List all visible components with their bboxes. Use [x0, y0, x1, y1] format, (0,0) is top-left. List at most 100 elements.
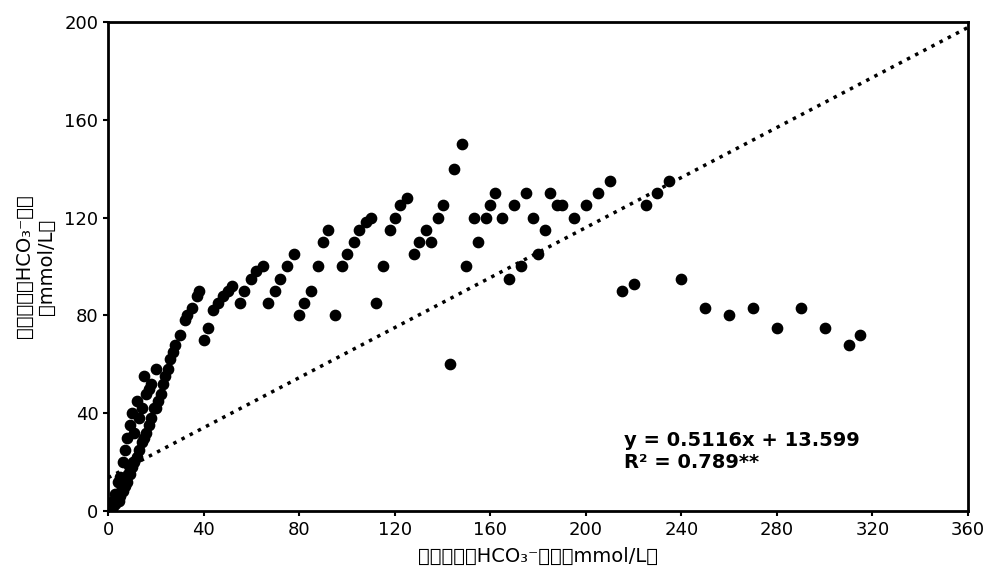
- Point: [661, 176, 677, 185]
- Point: [346, 238, 362, 247]
- Point: [368, 299, 384, 308]
- Point: [119, 433, 135, 442]
- Point: [167, 340, 183, 349]
- Point: [602, 176, 618, 185]
- Point: [105, 501, 121, 511]
- Point: [320, 225, 336, 235]
- Point: [134, 438, 150, 447]
- Point: [260, 299, 276, 308]
- Point: [205, 306, 221, 315]
- Point: [243, 274, 259, 284]
- Point: [518, 188, 534, 198]
- Point: [334, 262, 350, 271]
- Point: [286, 250, 302, 259]
- Point: [184, 303, 200, 313]
- Point: [248, 267, 264, 276]
- Point: [129, 453, 145, 462]
- Point: [279, 262, 295, 271]
- Point: [721, 311, 737, 320]
- Point: [155, 379, 171, 389]
- Point: [793, 303, 809, 313]
- Point: [478, 213, 494, 222]
- Point: [466, 213, 482, 222]
- Point: [138, 428, 154, 437]
- Point: [106, 499, 122, 508]
- Point: [109, 494, 125, 503]
- Point: [406, 250, 422, 259]
- Point: [387, 213, 403, 222]
- Point: [123, 462, 139, 472]
- Point: [697, 303, 713, 313]
- Point: [272, 274, 288, 284]
- Point: [107, 499, 123, 508]
- Point: [303, 286, 319, 296]
- Point: [101, 504, 117, 513]
- Point: [162, 355, 178, 364]
- Point: [418, 225, 434, 235]
- Point: [122, 469, 138, 479]
- Point: [103, 501, 119, 511]
- Point: [112, 472, 128, 482]
- Point: [673, 274, 689, 284]
- Text: y = 0.5116x + 13.599
R² = 0.789**: y = 0.5116x + 13.599 R² = 0.789**: [624, 431, 860, 472]
- Point: [129, 396, 145, 406]
- Point: [232, 299, 248, 308]
- Point: [626, 279, 642, 288]
- Point: [150, 396, 166, 406]
- Point: [141, 421, 157, 430]
- Point: [470, 238, 486, 247]
- Point: [537, 225, 553, 235]
- Point: [291, 311, 307, 320]
- Point: [117, 445, 133, 454]
- Point: [392, 200, 408, 210]
- Point: [153, 389, 169, 398]
- Point: [549, 200, 565, 210]
- Point: [566, 213, 582, 222]
- Point: [143, 379, 159, 389]
- Point: [148, 364, 164, 374]
- Point: [358, 218, 374, 227]
- Point: [118, 477, 134, 486]
- Point: [375, 262, 391, 271]
- Point: [131, 414, 147, 423]
- Point: [117, 482, 133, 491]
- Point: [200, 323, 216, 332]
- Point: [116, 482, 132, 491]
- Point: [458, 262, 474, 271]
- Point: [446, 164, 462, 173]
- Point: [487, 188, 503, 198]
- Point: [143, 414, 159, 423]
- Point: [160, 364, 176, 374]
- Point: [327, 311, 343, 320]
- Point: [177, 315, 193, 325]
- X-axis label: 实测可溶性HCO₃⁻含量（mmol/L）: 实测可溶性HCO₃⁻含量（mmol/L）: [418, 547, 658, 566]
- Point: [530, 250, 546, 259]
- Point: [165, 347, 181, 357]
- Point: [224, 281, 240, 290]
- Point: [554, 200, 570, 210]
- Point: [578, 200, 594, 210]
- Point: [351, 225, 367, 235]
- Point: [399, 193, 415, 203]
- Point: [134, 404, 150, 413]
- Point: [310, 262, 326, 271]
- Point: [745, 303, 761, 313]
- Point: [339, 250, 355, 259]
- Point: [189, 291, 205, 300]
- Point: [255, 262, 271, 271]
- Point: [107, 489, 123, 498]
- Point: [506, 200, 522, 210]
- Point: [442, 360, 458, 369]
- Point: [852, 330, 868, 339]
- Point: [196, 335, 212, 345]
- Point: [267, 286, 283, 296]
- Point: [172, 330, 188, 339]
- Point: [115, 457, 131, 467]
- Point: [236, 286, 252, 296]
- Point: [148, 404, 164, 413]
- Point: [191, 286, 207, 296]
- Point: [136, 433, 152, 442]
- Point: [638, 200, 654, 210]
- Point: [296, 299, 312, 308]
- Point: [501, 274, 517, 284]
